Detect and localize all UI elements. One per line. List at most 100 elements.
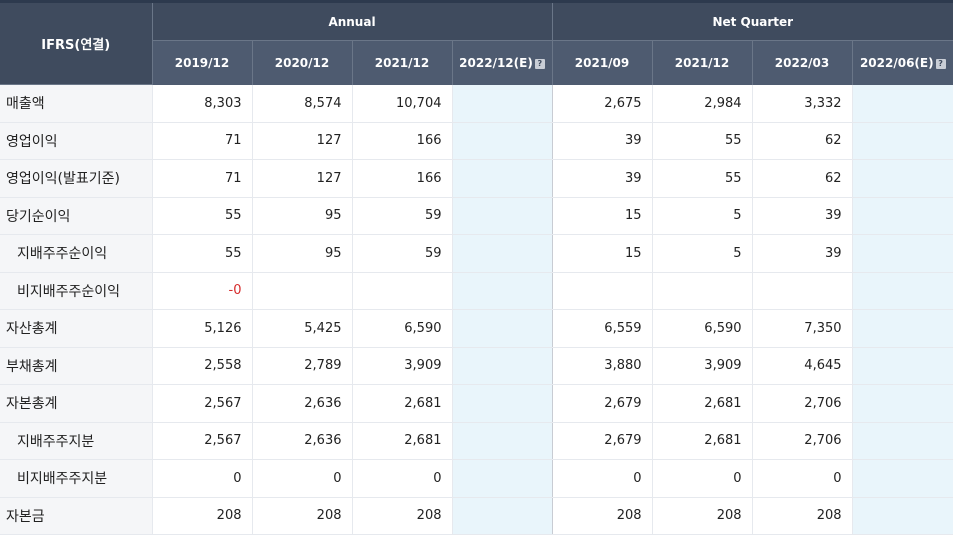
row-label: 비지배주주지분 xyxy=(0,459,152,498)
value-cell xyxy=(851,459,953,498)
value-cell xyxy=(851,309,953,348)
value-cell: 39 xyxy=(551,159,653,198)
value-cell xyxy=(851,122,953,160)
value-cell: 3,332 xyxy=(751,84,853,123)
value-cell xyxy=(451,459,553,498)
value-cell xyxy=(451,159,553,198)
period-label: 2021/12 xyxy=(674,55,730,70)
value-cell: 5,425 xyxy=(251,309,352,348)
value-cell: 62 xyxy=(751,122,853,160)
value-cell xyxy=(851,159,953,198)
value-cell xyxy=(451,197,553,235)
value-cell xyxy=(851,234,953,273)
value-cell: 5,126 xyxy=(151,309,252,348)
value-cell: 0 xyxy=(351,459,452,498)
value-cell: 0 xyxy=(551,459,653,498)
header-net-quarter: Net Quarter xyxy=(551,0,953,41)
value-cell xyxy=(251,272,352,310)
value-cell: 208 xyxy=(351,497,452,535)
value-cell xyxy=(451,309,553,348)
value-cell xyxy=(851,384,953,423)
value-cell: 95 xyxy=(251,197,352,235)
table-row: 비지배주주지분 0 0 0 0 0 0 xyxy=(0,459,953,498)
value-cell xyxy=(451,422,553,460)
period-header: 2021/12 xyxy=(351,40,452,85)
table-row: 부채총계 2,558 2,789 3,909 3,880 3,909 4,645 xyxy=(0,347,953,385)
value-cell: 2,558 xyxy=(151,347,252,385)
value-cell: 208 xyxy=(751,497,853,535)
row-label: 매출액 xyxy=(0,84,152,123)
period-label: 2021/12 xyxy=(374,55,430,70)
header-row-periods: 2019/12 2020/12 2021/12 2022/12(E)? 2021… xyxy=(0,40,953,85)
row-label: 지배주주순이익 xyxy=(0,234,152,273)
value-cell: 62 xyxy=(751,159,853,198)
value-cell: 71 xyxy=(151,159,252,198)
value-cell: 55 xyxy=(651,122,753,160)
value-cell xyxy=(851,347,953,385)
value-cell: -0 xyxy=(151,272,252,310)
table-row: 영업이익(발표기준) 71 127 166 39 55 62 xyxy=(0,159,953,198)
row-label: 지배주주지분 xyxy=(0,422,152,460)
help-icon[interactable]: ? xyxy=(534,58,545,69)
value-cell: 0 xyxy=(151,459,252,498)
value-cell: 3,909 xyxy=(351,347,452,385)
value-cell: 208 xyxy=(251,497,352,535)
value-cell: 208 xyxy=(551,497,653,535)
value-cell xyxy=(651,272,753,310)
header-row-groups: IFRS(연결) Annual Net Quarter xyxy=(0,0,953,85)
value-cell: 39 xyxy=(551,122,653,160)
period-header-estimate: 2022/12(E)? xyxy=(451,40,553,85)
value-cell: 8,303 xyxy=(151,84,252,123)
value-cell: 2,681 xyxy=(651,384,753,423)
period-label: 2022/12(E) xyxy=(459,55,533,70)
value-cell: 208 xyxy=(651,497,753,535)
period-label: 2022/06(E) xyxy=(859,55,934,70)
value-cell xyxy=(351,272,452,310)
header-annual: Annual xyxy=(151,0,553,41)
period-label: 2020/12 xyxy=(274,55,330,70)
value-cell: 208 xyxy=(151,497,252,535)
help-icon[interactable]: ? xyxy=(935,58,946,69)
value-cell: 2,567 xyxy=(151,422,252,460)
value-cell: 7,350 xyxy=(751,309,853,348)
value-cell: 2,789 xyxy=(251,347,352,385)
row-label: 자본금 xyxy=(0,497,152,535)
value-cell: 15 xyxy=(551,234,653,273)
value-cell: 2,681 xyxy=(351,384,452,423)
period-label: 2021/09 xyxy=(574,55,630,70)
value-cell: 127 xyxy=(251,159,352,198)
value-cell: 0 xyxy=(251,459,352,498)
value-cell: 4,645 xyxy=(751,347,853,385)
value-cell: 10,704 xyxy=(351,84,452,123)
value-cell: 5 xyxy=(651,234,753,273)
value-cell: 39 xyxy=(751,234,853,273)
value-cell: 6,590 xyxy=(351,309,452,348)
table-row: 지배주주순이익 55 95 59 15 5 39 xyxy=(0,234,953,273)
period-header: 2019/12 xyxy=(151,40,252,85)
period-header: 2021/09 xyxy=(551,40,653,85)
value-cell xyxy=(851,197,953,235)
value-cell xyxy=(451,347,553,385)
value-cell: 2,567 xyxy=(151,384,252,423)
value-cell: 6,559 xyxy=(551,309,653,348)
value-cell xyxy=(751,272,853,310)
value-cell xyxy=(851,422,953,460)
table-row: 자본총계 2,567 2,636 2,681 2,679 2,681 2,706 xyxy=(0,384,953,423)
row-label: 당기순이익 xyxy=(0,197,152,235)
value-cell xyxy=(851,84,953,123)
value-cell: 59 xyxy=(351,234,452,273)
table-row: 당기순이익 55 95 59 15 5 39 xyxy=(0,197,953,235)
value-cell: 2,679 xyxy=(551,384,653,423)
value-cell: 2,636 xyxy=(251,384,352,423)
value-cell: 2,681 xyxy=(351,422,452,460)
table-row: 매출액 8,303 8,574 10,704 2,675 2,984 3,332 xyxy=(0,84,953,123)
value-cell: 2,681 xyxy=(651,422,753,460)
value-cell xyxy=(851,497,953,535)
value-cell: 0 xyxy=(751,459,853,498)
table-row: 지배주주지분 2,567 2,636 2,681 2,679 2,681 2,706 xyxy=(0,422,953,460)
value-cell xyxy=(851,272,953,310)
value-cell: 3,909 xyxy=(651,347,753,385)
table-row: 영업이익 71 127 166 39 55 62 xyxy=(0,122,953,160)
value-cell: 39 xyxy=(751,197,853,235)
